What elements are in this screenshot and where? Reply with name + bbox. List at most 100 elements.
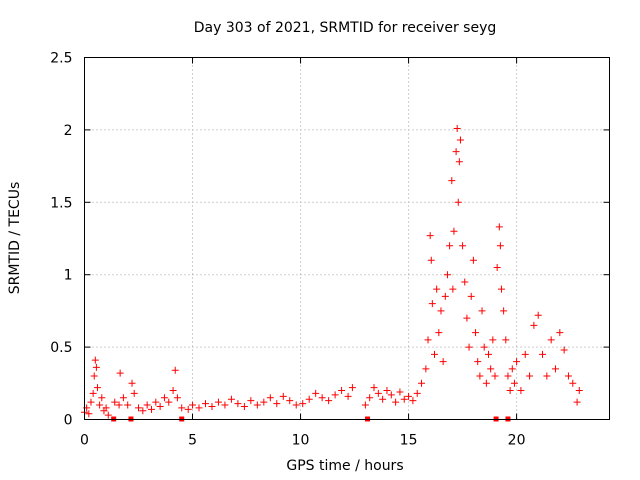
data-point [156,402,164,410]
data-point [551,365,559,373]
data-point [325,397,333,405]
data-point [437,307,445,315]
x-tick-label: 5 [188,433,197,449]
data-point [504,372,512,380]
data-point [396,388,404,396]
data-point [564,372,572,380]
data-point [428,300,436,308]
data-point [426,232,434,240]
data-point [116,369,124,377]
data-point [476,372,484,380]
data-point [119,394,127,402]
data-point [450,227,458,235]
y-axis-label: SRMTID / TECUs [7,182,23,295]
data-point [124,401,132,409]
data-point [189,401,197,409]
data-point [461,278,469,286]
data-point [292,401,300,409]
data-point [543,372,551,380]
data-point [482,379,490,387]
data-point [143,401,151,409]
data-point [344,392,352,400]
data-point [221,401,229,409]
data-point [312,389,320,397]
data-point [496,242,504,250]
data-point [508,365,516,373]
data-point [331,391,339,399]
data-point [366,394,374,402]
data-point [338,387,346,395]
x-tick-label: 20 [508,433,526,449]
data-point [409,397,417,405]
y-tick-label: 2 [64,123,73,139]
data-point [569,379,577,387]
data-point [405,392,413,400]
data-point [463,314,471,322]
data-point [361,401,369,409]
data-point [171,366,179,374]
data-point [467,292,475,300]
data-point [517,387,525,395]
data-point [147,405,155,413]
data-point [240,402,248,410]
data-point [513,358,521,366]
data-point [266,394,274,402]
data-point [487,365,495,373]
data-point [469,256,477,264]
data-point [111,398,119,406]
x-tick-label: 10 [292,433,310,449]
data-point [178,404,186,412]
data-point [452,148,460,156]
data-point [443,271,451,279]
data-point [418,379,426,387]
data-point [305,395,313,403]
data-point [446,242,454,250]
data-point [85,410,93,418]
data-point [422,365,430,373]
data-point [573,398,581,406]
data-point [93,384,101,392]
data-point [160,394,168,402]
y-tick-label: 2.5 [50,51,72,67]
data-point [273,400,281,408]
data-point [90,372,98,380]
data-point [115,401,123,409]
data-point [456,136,464,144]
data-point [500,307,508,315]
data-point [104,411,112,419]
data-point [89,389,97,397]
data-point [383,387,391,395]
data-point [431,350,438,358]
x-tick-label: 0 [80,433,89,449]
data-point [253,401,261,409]
data-point [201,400,209,408]
y-tick-label: 1.5 [50,195,72,211]
data-point [449,285,457,293]
y-tick-labels: 0 0.5 1 1.5 2 2.5 [50,51,72,429]
data-point [493,263,501,271]
data-point [575,387,583,395]
data-point [102,404,110,412]
y-tick-label: 0.5 [50,340,72,356]
chart-title: Day 303 of 2021, SRMTID for receiver sey… [194,20,497,36]
data-point [279,392,287,400]
data-point [392,398,400,406]
data-point [165,398,173,406]
data-point [530,321,538,329]
data-point [474,358,482,366]
data-point [497,285,505,293]
data-point [87,398,95,406]
data-point [286,397,294,405]
data-point [560,346,568,354]
data-point [348,384,356,392]
data-point [427,256,435,264]
data-point [547,336,555,344]
data-point [370,384,378,392]
data-point [98,394,106,402]
data-point [491,372,499,380]
data-points [81,124,583,422]
data-point [195,404,203,412]
data-point [478,307,486,315]
y-tick-label: 1 [64,268,73,284]
x-tick-labels: 0 5 10 15 20 [80,433,525,449]
